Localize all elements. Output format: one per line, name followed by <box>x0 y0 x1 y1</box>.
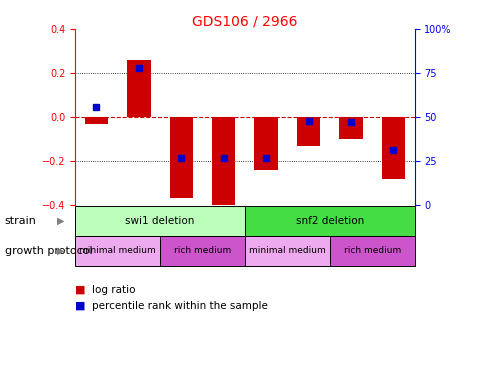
Text: ▶: ▶ <box>57 246 64 256</box>
Text: log ratio: log ratio <box>92 284 136 295</box>
Bar <box>254 117 277 170</box>
Text: rich medium: rich medium <box>173 246 231 255</box>
Bar <box>169 117 193 198</box>
Text: strain: strain <box>5 216 37 226</box>
Title: GDS106 / 2966: GDS106 / 2966 <box>192 14 297 28</box>
Text: ■: ■ <box>75 301 86 311</box>
Text: minimal medium: minimal medium <box>79 246 156 255</box>
Text: percentile rank within the sample: percentile rank within the sample <box>92 301 268 311</box>
Text: growth protocol: growth protocol <box>5 246 92 256</box>
Text: rich medium: rich medium <box>343 246 400 255</box>
Text: swi1 deletion: swi1 deletion <box>125 216 195 226</box>
Bar <box>212 117 235 205</box>
Bar <box>381 117 404 179</box>
Bar <box>127 60 150 117</box>
Text: snf2 deletion: snf2 deletion <box>295 216 363 226</box>
Bar <box>85 117 108 124</box>
Text: minimal medium: minimal medium <box>248 246 325 255</box>
Text: ▶: ▶ <box>57 216 64 226</box>
Bar <box>296 117 319 146</box>
Text: ■: ■ <box>75 284 86 295</box>
Bar <box>339 117 362 139</box>
